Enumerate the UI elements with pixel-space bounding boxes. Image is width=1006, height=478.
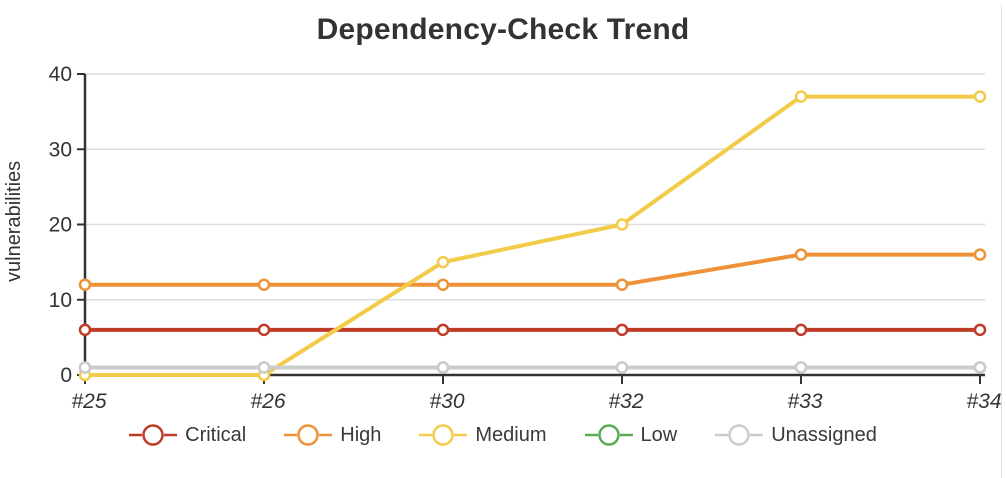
point-unassigned-33[interactable]	[794, 361, 808, 374]
y-tick-label: 40	[49, 63, 72, 86]
point-high-33[interactable]	[794, 248, 808, 261]
legend-item-high[interactable]: High	[284, 423, 381, 447]
point-high-34[interactable]	[973, 248, 987, 261]
point-unassigned-25[interactable]	[78, 361, 92, 374]
point-high-30[interactable]	[436, 278, 450, 291]
legend-label-unassigned: Unassigned	[771, 423, 877, 446]
card-border	[1001, 5, 1002, 478]
series-line-medium[interactable]	[85, 94, 980, 377]
legend-item-unassigned[interactable]: Unassigned	[715, 423, 877, 447]
point-unassigned-30[interactable]	[436, 361, 450, 374]
point-critical-33[interactable]	[794, 323, 808, 337]
point-medium-30[interactable]	[436, 255, 450, 269]
legend-marker-high	[284, 424, 333, 446]
legend-marker-low	[584, 424, 633, 446]
point-critical-34[interactable]	[973, 323, 987, 337]
point-critical-25[interactable]	[78, 323, 92, 337]
legend-marker-critical	[129, 424, 178, 446]
point-medium-33[interactable]	[794, 90, 808, 103]
point-high-26[interactable]	[257, 278, 271, 291]
legend-label-medium: Medium	[475, 423, 547, 446]
point-critical-30[interactable]	[436, 323, 450, 337]
point-high-32[interactable]	[615, 278, 629, 291]
y-tick-label: 30	[49, 138, 72, 161]
legend-marker-unassigned	[715, 424, 764, 446]
x-tick-label: #32	[608, 390, 643, 413]
chart-legend: Critical High Medium Low Unassigned	[0, 423, 1006, 447]
legend-marker-medium	[419, 424, 468, 446]
y-tick-label: 20	[49, 214, 72, 237]
point-critical-26[interactable]	[257, 323, 271, 337]
point-medium-32[interactable]	[615, 218, 629, 231]
chart-title: Dependency-Check Trend	[316, 13, 690, 46]
point-high-25[interactable]	[78, 278, 92, 291]
x-tick-label: #25	[71, 390, 106, 413]
legend-label-high: High	[340, 423, 382, 446]
legend-item-critical[interactable]: Critical	[129, 423, 246, 447]
point-critical-32[interactable]	[615, 323, 629, 337]
x-tick-label: #34	[966, 390, 1001, 413]
legend-item-low[interactable]: Low	[584, 423, 678, 447]
legend-label-low: Low	[640, 423, 678, 446]
series-line-high[interactable]	[85, 252, 980, 287]
x-tick-label: #30	[429, 390, 464, 413]
x-tick-label: #33	[787, 390, 822, 413]
y-tick-label: 0	[60, 364, 72, 387]
legend-label-critical: Critical	[185, 423, 247, 446]
point-unassigned-26[interactable]	[257, 361, 271, 374]
y-tick-label: 10	[49, 289, 72, 312]
x-tick-label: #26	[250, 390, 285, 413]
legend-item-medium[interactable]: Medium	[419, 423, 547, 447]
point-unassigned-34[interactable]	[973, 361, 987, 374]
point-unassigned-32[interactable]	[615, 361, 629, 374]
point-medium-34[interactable]	[973, 90, 987, 103]
